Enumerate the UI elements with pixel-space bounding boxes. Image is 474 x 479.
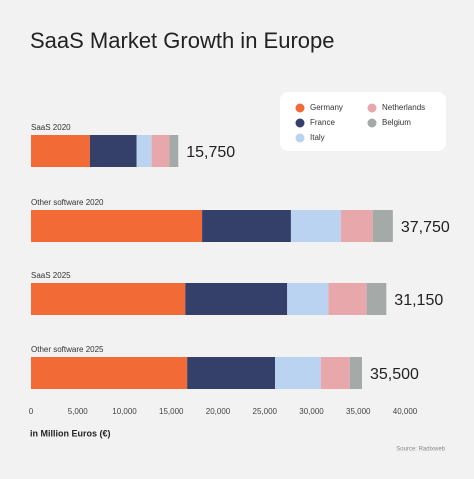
x-tick-label: 30,000: [299, 407, 324, 416]
bar-segment: [202, 210, 291, 242]
x-tick-label: 5,000: [68, 407, 89, 416]
bar-segment: [31, 135, 90, 167]
legend-label: Italy: [310, 133, 325, 142]
total-label: 15,750: [186, 144, 235, 161]
legend-label: France: [310, 118, 335, 127]
bar-segment: [320, 357, 350, 389]
legend-label: Netherlands: [382, 103, 425, 112]
bar-segment: [349, 357, 362, 389]
x-tick-label: 25,000: [253, 407, 278, 416]
bar-segment: [31, 357, 188, 389]
x-tick-label: 35,000: [346, 407, 371, 416]
total-label: 35,500: [370, 366, 419, 383]
bar-segment: [31, 283, 186, 315]
chart-title: SaaS Market Growth in Europe: [30, 28, 334, 53]
category-label: SaaS 2025: [31, 271, 71, 280]
bar-segment: [136, 135, 152, 167]
legend-swatch: [367, 118, 377, 128]
bar-segment: [151, 135, 170, 167]
x-tick-label: 0: [29, 407, 34, 416]
legend-swatch: [367, 103, 377, 113]
source: Source: Radixweb: [396, 447, 445, 453]
bar-segment: [275, 357, 321, 389]
total-label: 37,750: [401, 219, 450, 236]
bar-segment: [187, 357, 276, 389]
legend-label: Belgium: [382, 118, 411, 127]
bar-segment: [366, 283, 387, 315]
bar-segment: [31, 210, 203, 242]
x-tick-label: 10,000: [112, 407, 137, 416]
legend-swatch: [295, 103, 305, 113]
category-label: Other software 2020: [31, 198, 104, 207]
x-axis-label: in Million Euros (€): [30, 428, 111, 438]
x-tick-label: 20,000: [206, 407, 231, 416]
bar-segment: [340, 210, 373, 242]
x-tick-label: 40,000: [393, 407, 418, 416]
bar-segment: [290, 210, 341, 242]
x-tick-label: 15,000: [159, 407, 184, 416]
total-label: 31,150: [394, 292, 443, 309]
category-label: Other software 2025: [31, 345, 104, 354]
bar-segment: [169, 135, 179, 167]
category-label: SaaS 2020: [31, 123, 71, 132]
bar-segment: [89, 135, 137, 167]
legend-box: [280, 92, 446, 151]
bar-segment: [287, 283, 329, 315]
legend-swatch: [295, 118, 305, 128]
bar-segment: [328, 283, 367, 315]
bar-segment: [185, 283, 288, 315]
legend-label: Germany: [310, 103, 343, 112]
legend-swatch: [295, 133, 305, 143]
bar-segment: [372, 210, 393, 242]
